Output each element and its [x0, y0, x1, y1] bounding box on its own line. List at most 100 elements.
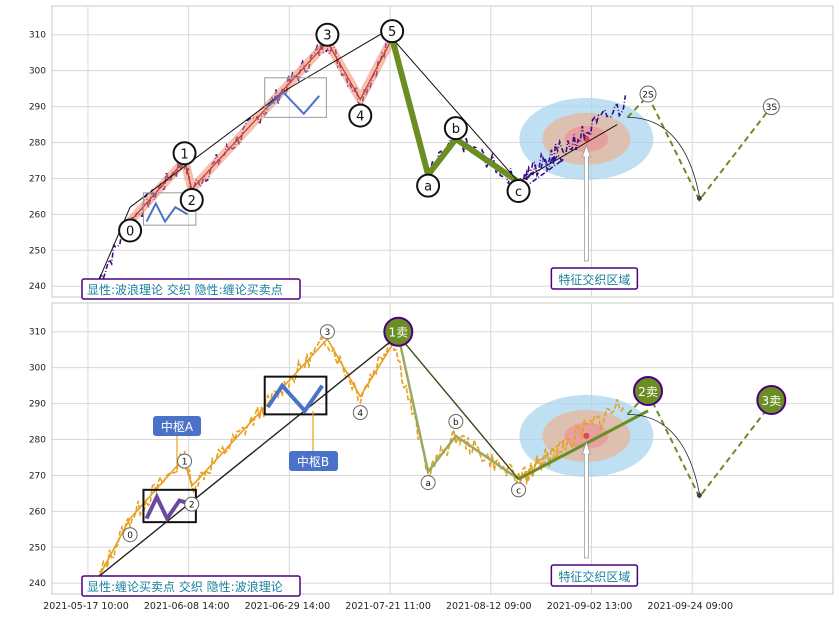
wave-label-c: c [511, 482, 527, 498]
annotation-text: 显性:缠论买卖点 交织 隐性:波浪理论 [87, 579, 283, 594]
wave-label-3: 3 [319, 324, 335, 340]
y-tick-label: 300 [29, 364, 46, 374]
wave-label-circle [506, 179, 531, 204]
zhongshu-b-badge [289, 451, 338, 471]
wave-label-text: 0 [127, 531, 133, 541]
trade-point-text: 3卖 [762, 394, 782, 408]
y-tick-label: 290 [29, 400, 46, 410]
wave-label-text: 2S [642, 91, 654, 101]
forecast-low-point [696, 492, 702, 498]
region-label-text: 特征交织区域 [558, 569, 630, 584]
wave-label-circle [319, 324, 335, 340]
trade-point-2卖: 2卖 [633, 376, 664, 407]
zhongshu-b-label: 中枢B [297, 454, 329, 469]
wave-label-text: a [424, 180, 432, 195]
wave-label-text: 3 [325, 328, 331, 338]
y-tick-label: 240 [29, 282, 46, 292]
wave-label-text: 3S [766, 103, 778, 113]
chan-stroke-up-2 [517, 409, 649, 481]
y-tick-label: 260 [29, 507, 46, 517]
wave-label-circle [511, 482, 527, 498]
wave-label-b: b [443, 116, 468, 141]
region-center-point [583, 432, 590, 439]
wave-label-text: c [515, 185, 522, 200]
impulse-wave-line [129, 38, 393, 222]
wave-label-4: 4 [352, 405, 368, 421]
forecast-dashed-line [626, 94, 773, 202]
trade-point-1卖: 1卖 [383, 316, 414, 347]
implicit-wave-line [98, 334, 399, 577]
corrective-wave-line [389, 37, 521, 185]
annotation-box: 显性:波浪理论 交织 隐性:缠论买卖点 [81, 278, 301, 300]
zhongshu-b-box [263, 375, 328, 416]
zhongshu-a-label: 中枢A [161, 419, 194, 434]
plot-area [51, 302, 834, 595]
trend-thin-line [98, 30, 618, 280]
x-tick-label: 2021-06-29 14:00 [245, 601, 331, 612]
trade-point-circle [756, 385, 787, 415]
forecast-arc [627, 116, 700, 197]
price-series [98, 335, 626, 573]
forecast-dashed-line [626, 391, 773, 499]
wave-label-5: 5 [380, 19, 405, 44]
wave-label-text: 3 [323, 29, 331, 44]
x-tick-label: 2021-05-17 10:00 [43, 601, 129, 612]
y-tick-label: 270 [29, 471, 46, 481]
trade-point-text: 2卖 [638, 385, 658, 399]
wave-label-2S: 2S [639, 85, 657, 103]
annotation-text: 显性:波浪理论 交织 隐性:缠论买卖点 [87, 282, 283, 297]
wave-label-circle [184, 496, 200, 512]
region-arrow [581, 440, 591, 559]
y-tick-label: 290 [29, 103, 46, 113]
wave-label-circle [177, 453, 193, 469]
wave-label-text: 2 [188, 194, 196, 209]
wave-label-circle [315, 22, 340, 47]
wave-label-2: 2 [184, 496, 200, 512]
annotation-frame [81, 278, 301, 300]
y-tick-label: 260 [29, 210, 46, 220]
inner-zigzag [267, 90, 320, 116]
chan-stroke-up [98, 334, 399, 577]
wave-label-circle [172, 141, 197, 166]
region-label-text: 特征交织区域 [558, 272, 630, 287]
y-tick-label: 250 [29, 543, 46, 553]
wave-label-3: 3 [315, 22, 340, 47]
wave-label-a: a [416, 173, 441, 198]
wave-label-1: 1 [177, 453, 193, 469]
annotation-frame [81, 575, 301, 597]
trade-point-circle [633, 376, 664, 407]
x-tick-label: 2021-08-12 09:00 [446, 601, 532, 612]
forecast-low-point [696, 195, 702, 201]
wave-label-text: 4 [356, 110, 364, 125]
trade-point-circle [383, 316, 414, 347]
wave-label-text: 0 [126, 225, 134, 240]
zhongshu-b-zigzag [266, 382, 324, 414]
wave-label-a: a [420, 475, 436, 491]
wave-label-text: 5 [388, 25, 396, 40]
implicit-corrective-line [397, 335, 520, 481]
zhongshu-b-callout: 中枢B [289, 411, 338, 471]
region-label-frame [550, 564, 639, 587]
wave-label-text: 1 [182, 458, 188, 468]
y-tick-label: 310 [29, 328, 46, 338]
wave-label-text: b [452, 122, 460, 137]
x-tick-label: 2021-06-08 14:00 [144, 601, 230, 612]
x-tick-label: 2021-09-02 13:00 [547, 601, 633, 612]
wave-label-circle [352, 405, 368, 421]
region-arrow [581, 143, 591, 262]
consolidation-box [264, 77, 327, 118]
forecast-arc [627, 413, 700, 494]
y-tick-label: 300 [29, 67, 46, 77]
x-axis: 2021-05-17 10:00 2021-06-08 14:00 2021-06-… [43, 601, 733, 612]
wave-label-text: 2 [189, 501, 195, 511]
y-tick-label: 240 [29, 579, 46, 589]
wave-label-2: 2 [179, 188, 204, 212]
wave-label-circle [420, 475, 436, 491]
wave-label-3S: 3S [762, 98, 780, 116]
region-label-box: 特征交织区域 [550, 564, 639, 587]
wave-label-circle [122, 527, 138, 543]
zhongshu-a-badge [153, 416, 201, 436]
wave-label-circle [179, 188, 204, 212]
